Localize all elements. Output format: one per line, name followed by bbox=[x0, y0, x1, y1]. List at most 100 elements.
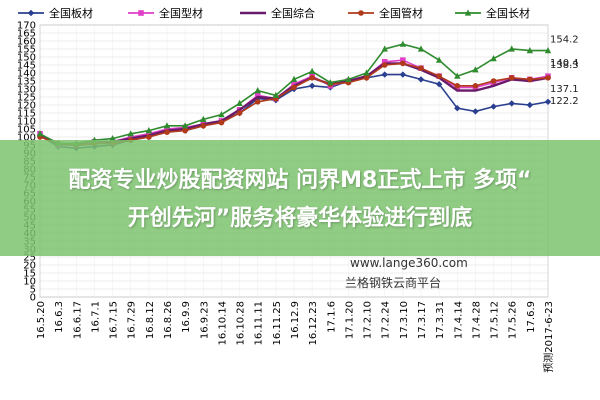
y-tick-label: 160 bbox=[17, 37, 36, 48]
y-tick-label: 150 bbox=[17, 53, 36, 64]
data-point bbox=[200, 123, 207, 129]
x-tick-label: 17.5.12 bbox=[490, 301, 501, 339]
y-tick-label: 100 bbox=[17, 133, 36, 144]
x-axis: 16.5.20 16.6.3 16.6.17 16.7.1 16.7.15 16.7.29… bbox=[36, 301, 555, 373]
banner-headline-line2[interactable]: 开创先河”服务将豪华体验进行到底 bbox=[127, 206, 473, 231]
data-point bbox=[381, 45, 388, 52]
data-point bbox=[527, 76, 533, 83]
data-point bbox=[181, 122, 189, 129]
x-tick-label: 16.6.3 bbox=[54, 301, 65, 333]
data-point bbox=[236, 99, 243, 106]
data-point bbox=[127, 134, 134, 140]
data-point bbox=[472, 83, 479, 89]
data-point bbox=[291, 84, 297, 91]
data-point bbox=[308, 67, 316, 74]
data-point bbox=[526, 101, 534, 109]
data-point bbox=[399, 40, 407, 47]
y-tick-label: 170 bbox=[17, 21, 36, 32]
x-tick-label: 17.1.6 bbox=[326, 301, 337, 333]
legend-label: 全国管材 bbox=[379, 6, 423, 20]
legend-item: 全国型材 bbox=[128, 6, 203, 20]
data-point bbox=[358, 10, 364, 16]
x-tick-label: 16.8.12 bbox=[145, 301, 156, 339]
data-point bbox=[146, 134, 152, 140]
y-tick-label: 145 bbox=[17, 61, 36, 72]
y-tick-label: 0 bbox=[30, 293, 36, 304]
legend-item: 全国板材 bbox=[18, 6, 93, 20]
watermark-site: www.lange360.com bbox=[350, 256, 468, 270]
data-point bbox=[291, 81, 297, 87]
series-全国长材 bbox=[36, 40, 552, 146]
y-tick-label: 165 bbox=[17, 29, 36, 40]
x-tick-label: 16.11.25 bbox=[272, 301, 283, 346]
y-tick-label: 10 bbox=[23, 277, 36, 288]
data-point bbox=[545, 75, 551, 81]
legend-label: 全国长材 bbox=[486, 6, 530, 20]
data-point bbox=[363, 75, 370, 81]
data-point bbox=[508, 75, 515, 81]
x-tick-label: 17.2.10 bbox=[363, 301, 374, 339]
x-tick-label: 16.7.1 bbox=[90, 301, 101, 333]
x-tick-label: 16.12.23 bbox=[308, 301, 319, 346]
data-point bbox=[436, 73, 442, 79]
legend-item: 全国长材 bbox=[455, 6, 530, 20]
data-point bbox=[464, 9, 472, 16]
end-labels: 122.2 138.3 137.1 140.4 154.2 bbox=[550, 35, 579, 107]
x-tick-label: 16.9.23 bbox=[199, 301, 210, 339]
end-label-全国长材: 154.2 bbox=[550, 35, 579, 46]
data-point bbox=[418, 65, 424, 71]
watermark-platform: 兰格钢铁云商平台 bbox=[345, 276, 442, 290]
banner-headline-line1[interactable]: 配资专业炒股配资网站 问界M8正式上市 多项“ bbox=[68, 168, 532, 193]
end-label-全国综合: 137.1 bbox=[550, 84, 579, 95]
data-point bbox=[218, 111, 225, 118]
data-point bbox=[472, 108, 479, 115]
x-tick-label: 16.9.9 bbox=[181, 301, 192, 333]
data-point bbox=[417, 45, 425, 52]
data-point bbox=[508, 100, 515, 107]
data-point bbox=[138, 10, 144, 16]
data-point bbox=[254, 87, 261, 94]
data-point bbox=[236, 110, 243, 116]
data-point bbox=[381, 62, 388, 68]
data-point bbox=[454, 83, 461, 89]
y-tick-label: 140 bbox=[17, 69, 36, 80]
x-tick-label: 16.6.17 bbox=[72, 301, 83, 339]
data-point bbox=[490, 78, 497, 84]
data-point bbox=[254, 99, 261, 105]
x-tick-label: 17.3.31 bbox=[435, 301, 446, 339]
data-point bbox=[290, 75, 298, 82]
x-tick-label: 17.4.14 bbox=[453, 301, 464, 339]
y-tick-label: 125 bbox=[17, 93, 36, 104]
data-point bbox=[145, 127, 153, 134]
data-point bbox=[490, 103, 497, 110]
legend-item: 全国管材 bbox=[348, 6, 423, 20]
legend: 全国板材 全国型材 全国综合 全国管材 全国长材 bbox=[18, 6, 530, 20]
data-point bbox=[363, 69, 370, 76]
data-point bbox=[146, 131, 152, 137]
legend-label: 全国板材 bbox=[49, 6, 93, 20]
data-point bbox=[399, 71, 407, 78]
data-point bbox=[309, 75, 315, 81]
end-label-全国型材: 138.3 bbox=[550, 60, 579, 71]
y-tick-label: 115 bbox=[17, 109, 36, 120]
end-label-全国管材: 140.4 bbox=[550, 58, 579, 69]
data-point bbox=[454, 72, 461, 79]
data-point bbox=[526, 47, 534, 54]
y-tick-label: 120 bbox=[17, 101, 36, 112]
data-point bbox=[508, 45, 515, 52]
data-point bbox=[435, 81, 443, 88]
data-point bbox=[272, 91, 280, 98]
x-tick-label: 16.7.15 bbox=[109, 301, 120, 339]
data-point bbox=[381, 71, 388, 78]
y-tick-label: 110 bbox=[17, 117, 36, 128]
data-point bbox=[182, 127, 188, 134]
data-point bbox=[163, 122, 171, 129]
data-point bbox=[109, 135, 116, 142]
x-tick-label: 17.3.10 bbox=[399, 301, 410, 339]
legend-label: 全国综合 bbox=[271, 6, 315, 20]
x-tick-label: 17.4.28 bbox=[471, 301, 482, 339]
y-tick-label: 5 bbox=[30, 285, 36, 296]
overlay-banner bbox=[0, 140, 600, 256]
legend-label: 全国型材 bbox=[159, 6, 203, 20]
data-point bbox=[200, 115, 207, 122]
